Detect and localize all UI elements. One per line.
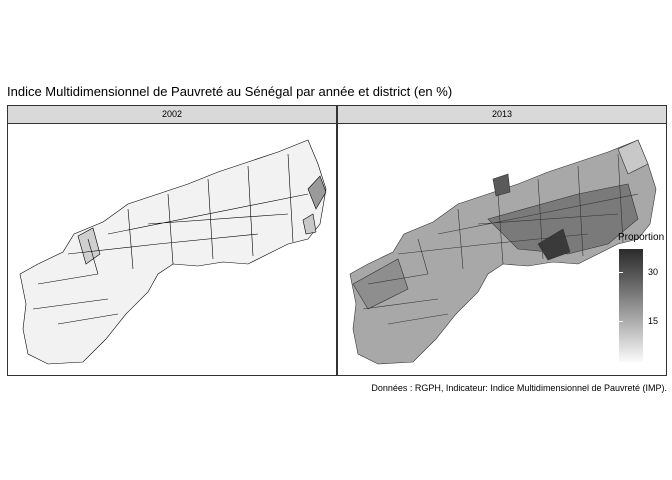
map-2002 <box>19 139 327 365</box>
district-light-2013 <box>617 139 649 175</box>
district-lines-2013 <box>362 153 639 325</box>
district-dark-2013 <box>492 173 511 197</box>
panel-strip-2013: 2013 <box>338 106 666 124</box>
panel-2002: 2002 <box>7 105 337 376</box>
data-source-caption: Données : RGPH, Indicateur: Indice Multi… <box>371 383 667 393</box>
map-land-2013 <box>349 139 657 365</box>
district-mid-2002 <box>302 213 317 235</box>
legend-label-30: 30 <box>648 267 659 277</box>
region-outline <box>19 139 327 365</box>
legend-label-15: 15 <box>648 316 659 326</box>
region-outline-2013 <box>349 139 657 365</box>
district-lines-2002 <box>32 153 309 325</box>
legend-colorbar <box>619 249 643 362</box>
map-2013 <box>349 139 657 365</box>
district-dark-2002 <box>307 175 327 210</box>
panel-strip-2002: 2002 <box>8 106 336 124</box>
legend-title: Proportion <box>618 232 665 243</box>
district-mid-2002b <box>77 227 101 265</box>
panel-2013: 2013 <box>337 105 667 376</box>
legend-tick-15 <box>619 321 623 322</box>
map-land-2002 <box>19 139 327 365</box>
district-west-2013 <box>352 258 409 310</box>
legend-tick-30 <box>619 272 623 273</box>
chart-title: Indice Multidimensionnel de Pauvreté au … <box>7 84 453 99</box>
